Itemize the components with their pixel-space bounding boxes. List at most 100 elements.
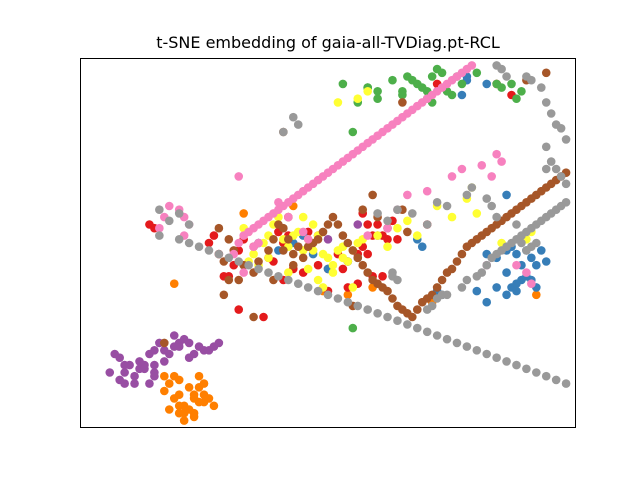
point-4-3 bbox=[373, 94, 382, 103]
point-8-11 bbox=[422, 220, 432, 229]
point-7-75 bbox=[492, 149, 501, 159]
point-8-32 bbox=[546, 109, 556, 118]
point-8-83 bbox=[274, 272, 283, 281]
point-3-30 bbox=[482, 297, 492, 307]
point-4-22 bbox=[517, 87, 526, 96]
point-8-100 bbox=[442, 334, 452, 344]
point-8-89 bbox=[333, 294, 343, 303]
point-4-10 bbox=[427, 72, 437, 81]
point-8-99 bbox=[432, 331, 442, 340]
point-0-18 bbox=[150, 368, 159, 377]
point-1-32 bbox=[343, 290, 353, 300]
point-8-46 bbox=[427, 301, 437, 311]
point-0-5 bbox=[105, 368, 115, 377]
point-5-37 bbox=[353, 94, 363, 103]
point-3-33 bbox=[502, 290, 511, 300]
point-8-103 bbox=[472, 346, 482, 355]
point-7-79 bbox=[522, 268, 531, 277]
point-8-79 bbox=[234, 257, 244, 266]
point-8-72 bbox=[155, 231, 164, 240]
point-3-24 bbox=[541, 257, 551, 266]
point-1-20 bbox=[174, 375, 184, 385]
point-6-13 bbox=[288, 249, 298, 259]
point-1-27 bbox=[169, 279, 179, 289]
point-7-58 bbox=[234, 172, 244, 181]
point-2-36 bbox=[378, 272, 387, 281]
point-2-31 bbox=[383, 235, 392, 244]
point-8-73 bbox=[174, 235, 184, 244]
point-7-0 bbox=[155, 223, 164, 233]
point-4-21 bbox=[512, 94, 521, 103]
point-8-50 bbox=[457, 283, 467, 292]
point-4-26 bbox=[373, 87, 382, 96]
point-0-28 bbox=[189, 349, 199, 359]
point-6-14 bbox=[293, 242, 303, 251]
point-8-70 bbox=[561, 198, 571, 207]
point-8-38 bbox=[522, 72, 531, 81]
point-5-42 bbox=[348, 283, 358, 292]
point-3-29 bbox=[512, 279, 521, 289]
point-0-22 bbox=[169, 331, 179, 340]
point-6-32 bbox=[388, 294, 397, 303]
point-8-109 bbox=[532, 368, 541, 377]
point-8-95 bbox=[393, 316, 402, 326]
points-layer bbox=[105, 61, 571, 425]
point-0-19 bbox=[160, 357, 169, 366]
point-7-78 bbox=[512, 260, 521, 270]
point-8-41 bbox=[492, 61, 501, 70]
point-4-17 bbox=[472, 68, 482, 78]
point-5-24 bbox=[383, 242, 392, 251]
point-5-15 bbox=[323, 253, 333, 263]
point-8-19 bbox=[512, 220, 521, 229]
point-1-23 bbox=[160, 371, 169, 381]
point-5-38 bbox=[363, 87, 372, 96]
point-1-11 bbox=[194, 371, 204, 381]
point-8-54 bbox=[482, 260, 492, 270]
point-1-22 bbox=[189, 412, 199, 422]
point-0-6 bbox=[120, 368, 129, 377]
point-3-27 bbox=[502, 268, 511, 277]
point-3-34 bbox=[512, 286, 521, 296]
series-6 bbox=[160, 68, 571, 348]
point-6-21 bbox=[333, 220, 343, 229]
point-8-87 bbox=[313, 286, 323, 296]
point-6-46 bbox=[457, 249, 467, 259]
point-6-19 bbox=[323, 220, 333, 229]
point-4-27 bbox=[388, 75, 397, 85]
point-5-36 bbox=[333, 98, 343, 107]
point-7-70 bbox=[422, 186, 432, 196]
point-2-18 bbox=[313, 260, 323, 270]
chart-title: t-SNE embedding of gaia-all-TVDiag.pt-RC… bbox=[156, 33, 500, 52]
point-7-74 bbox=[487, 172, 496, 181]
point-8-97 bbox=[412, 323, 422, 333]
point-6-31 bbox=[383, 286, 392, 296]
point-5-29 bbox=[447, 212, 457, 222]
point-8-90 bbox=[343, 297, 353, 307]
point-0-13 bbox=[135, 357, 144, 366]
point-0-9 bbox=[125, 360, 134, 370]
point-7-71 bbox=[447, 172, 457, 181]
point-6-22 bbox=[338, 231, 348, 240]
point-6-23 bbox=[343, 238, 353, 248]
point-3-31 bbox=[472, 286, 482, 296]
point-6-69 bbox=[160, 338, 169, 348]
point-6-17 bbox=[313, 235, 323, 244]
point-6-41 bbox=[432, 283, 442, 292]
point-6-44 bbox=[447, 264, 457, 274]
point-5-47 bbox=[338, 253, 348, 263]
point-2-27 bbox=[363, 220, 372, 229]
point-8-27 bbox=[551, 164, 561, 174]
point-6-79 bbox=[303, 242, 313, 251]
point-8-98 bbox=[422, 327, 432, 337]
point-7-80 bbox=[527, 279, 536, 289]
point-8-24 bbox=[541, 164, 551, 174]
point-0-4 bbox=[115, 375, 124, 385]
point-4-16 bbox=[457, 79, 467, 89]
point-5-43 bbox=[284, 268, 293, 277]
point-5-32 bbox=[472, 209, 482, 218]
point-7-67 bbox=[383, 223, 392, 233]
point-5-25 bbox=[393, 223, 402, 233]
point-8-29 bbox=[561, 179, 571, 189]
point-8-36 bbox=[536, 83, 546, 92]
point-7-76 bbox=[497, 157, 506, 166]
